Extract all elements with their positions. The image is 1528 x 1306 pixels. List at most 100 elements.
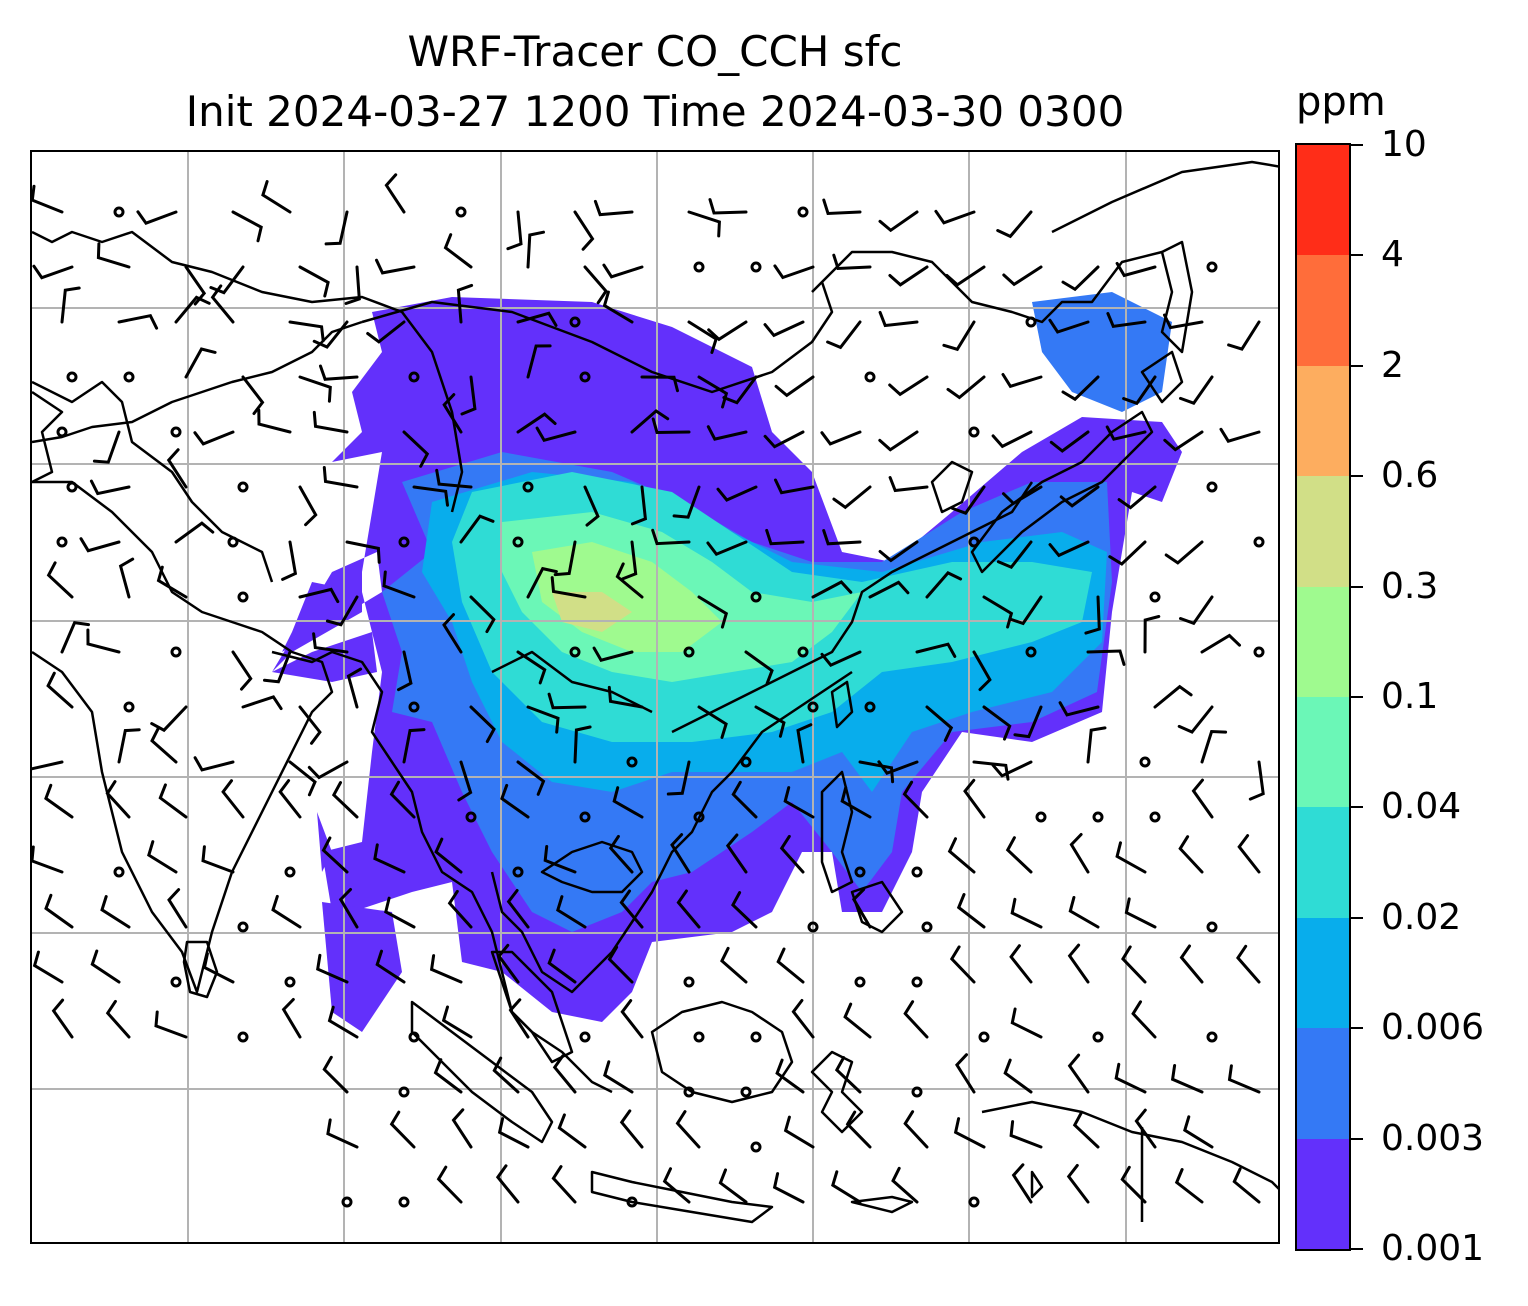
- wind-barb: [526, 705, 560, 734]
- calm-wind-marker: [1035, 811, 1047, 823]
- wind-barb: [775, 1058, 805, 1094]
- wind-barb: [1048, 540, 1090, 558]
- colorbar-tick: [1351, 806, 1363, 809]
- wind-barb: [1143, 615, 1161, 654]
- wind-barb: [89, 479, 131, 496]
- wind-barb: [1163, 313, 1204, 330]
- coastline-sakhalin: [1160, 240, 1194, 354]
- calm-wind-marker: [465, 811, 477, 823]
- coastlines: [32, 160, 1278, 1224]
- wind-barb: [516, 412, 557, 434]
- wind-barb: [389, 780, 416, 819]
- calm-wind-marker: [968, 426, 980, 438]
- wind-barb: [184, 265, 207, 306]
- wind-barb: [397, 650, 413, 692]
- wind-barb: [1134, 1108, 1157, 1149]
- wind-barb: [822, 198, 862, 216]
- wind-barb: [526, 344, 552, 379]
- wind-barb: [783, 1115, 815, 1149]
- calm-wind-marker: [1253, 646, 1265, 658]
- concentration-shading: [272, 292, 1182, 1032]
- calm-wind-marker: [693, 261, 705, 273]
- wind-barb: [878, 210, 919, 233]
- wind-barb: [708, 198, 748, 215]
- wind-barb: [573, 725, 592, 764]
- wind-barb: [1174, 1168, 1204, 1204]
- calm-wind-marker: [1025, 646, 1037, 658]
- wind-barb: [774, 375, 815, 398]
- wind-barb: [1061, 265, 1100, 292]
- colorbar-segment: [1297, 586, 1349, 697]
- wind-barb: [261, 180, 292, 214]
- wind-barb: [991, 430, 1033, 449]
- wind-barb: [167, 888, 188, 929]
- wind-barb: [1163, 430, 1204, 452]
- wind-barb: [763, 320, 805, 338]
- wind-barb: [51, 998, 74, 1039]
- wind-barb: [92, 430, 121, 464]
- wind-barb: [373, 843, 406, 874]
- wind-barb: [442, 393, 463, 434]
- wind-barb: [949, 945, 976, 984]
- coastline-sumatra: [410, 1000, 554, 1144]
- wind-barb: [312, 632, 349, 654]
- wind-barb: [136, 210, 178, 226]
- wind-barb: [271, 894, 302, 929]
- wind-barb: [1115, 841, 1147, 874]
- wind-barb: [241, 375, 265, 415]
- wind-barb: [1164, 540, 1204, 565]
- wind-barb: [662, 1167, 691, 1204]
- wind-barb: [442, 613, 463, 654]
- wind-barb: [925, 571, 963, 599]
- wind-barb: [1009, 944, 1033, 984]
- wind-barb: [603, 1060, 634, 1094]
- calm-wind-marker: [123, 371, 135, 383]
- wind-barb: [1191, 778, 1214, 819]
- wind-barb: [166, 448, 188, 489]
- wind-barb: [1237, 834, 1261, 874]
- colorbar-segment: [1297, 696, 1349, 808]
- wind-barb: [1236, 944, 1261, 984]
- colorbar-tick-label: 0.006: [1381, 1007, 1485, 1049]
- coastline-india: [32, 480, 334, 994]
- wind-barb: [506, 889, 530, 929]
- wind-barb: [996, 540, 1033, 570]
- wind-barb: [1059, 485, 1100, 508]
- wind-barb: [915, 642, 957, 658]
- colorbar-segment: [1297, 254, 1349, 366]
- calm-wind-marker: [113, 866, 125, 878]
- calm-wind-marker: [113, 206, 125, 218]
- wind-barb: [602, 263, 644, 279]
- wind-barb: [553, 540, 577, 577]
- coastline-java: [590, 1170, 774, 1224]
- coastline-gulf-thailand: [540, 840, 644, 894]
- wind-barb: [447, 889, 473, 929]
- wind-barb: [1013, 705, 1043, 739]
- wind-barb: [201, 845, 235, 874]
- wind-barb: [547, 948, 577, 984]
- calm-wind-marker: [398, 1086, 410, 1098]
- calm-wind-marker: [968, 536, 980, 548]
- wind-barb: [32, 760, 64, 771]
- wind-barb: [1105, 425, 1147, 441]
- wind-barb: [675, 1110, 701, 1149]
- colorbar: [1295, 143, 1351, 1251]
- calm-wind-marker: [1139, 756, 1151, 768]
- wind-barb: [412, 485, 449, 507]
- calm-wind-marker: [579, 1031, 591, 1043]
- wind-barb: [298, 485, 318, 527]
- wind-barb: [651, 417, 691, 435]
- wind-barb: [687, 320, 718, 354]
- wind-barb: [231, 210, 263, 243]
- wind-barb: [429, 954, 463, 984]
- calm-wind-marker: [978, 1031, 990, 1043]
- wind-barb: [288, 320, 325, 343]
- wind-barb: [888, 375, 929, 397]
- coastline-russia-far-east: [1051, 160, 1278, 234]
- wind-barb: [105, 999, 131, 1039]
- wind-barb: [820, 650, 862, 668]
- wind-barb: [174, 295, 211, 324]
- wind-barb: [621, 540, 638, 581]
- wind-barb: [773, 264, 815, 280]
- wind-barb: [117, 314, 159, 330]
